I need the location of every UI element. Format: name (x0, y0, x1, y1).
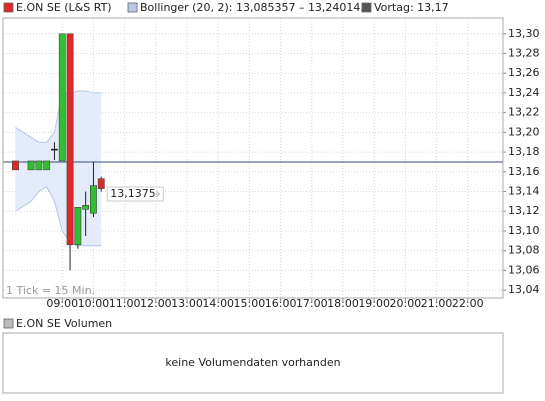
candle-body (51, 148, 58, 151)
y-tick-label: 13,06 (508, 263, 540, 276)
candle-body (66, 33, 74, 246)
volume-message: keine Volumendaten vorhanden (165, 356, 340, 369)
last-price-box (106, 186, 164, 202)
x-tick-label: 22:00 (452, 297, 484, 310)
candle-body (12, 160, 19, 171)
volume-legend: E.ON SE Volumen (16, 317, 112, 330)
x-tick-label: 09:00 (46, 297, 78, 310)
x-tick-label: 13:00 (171, 297, 203, 310)
candle-body (97, 178, 105, 189)
candle-body (58, 33, 66, 162)
legend-entry: Bollinger (20, 2): 13,085357 – 13,240143 (140, 1, 367, 14)
y-tick-label: 13,16 (508, 165, 540, 178)
candle-body (82, 205, 90, 210)
y-tick-label: 13,10 (508, 224, 540, 237)
y-tick-label: 13,08 (508, 244, 540, 257)
x-tick-label: 11:00 (109, 297, 141, 310)
y-tick-label: 13,28 (508, 46, 540, 59)
candle-body (43, 160, 51, 171)
legend-swatch (127, 2, 138, 13)
volume-panel (2, 332, 504, 394)
plot-border (2, 17, 504, 299)
legend-swatch (3, 318, 14, 329)
x-tick-label: 17:00 (296, 297, 328, 310)
candle-body (90, 185, 97, 214)
x-tick-label: 10:00 (78, 297, 110, 310)
y-tick-label: 13,24 (508, 86, 540, 99)
tick-note: 1 Tick = 15 Min. (6, 284, 95, 297)
last-price-arrow (152, 190, 160, 198)
y-tick-label: 13,20 (508, 125, 540, 138)
x-tick-label: 19:00 (358, 297, 390, 310)
y-tick-label: 13,12 (508, 204, 540, 217)
x-tick-label: 21:00 (421, 297, 453, 310)
legend-entry: E.ON SE (L&S RT) (16, 1, 112, 14)
x-tick-label: 14:00 (202, 297, 234, 310)
candle-body (35, 160, 43, 171)
y-tick-label: 13,26 (508, 66, 540, 79)
last-price-label: 13,1375 (110, 187, 155, 200)
x-tick-label: 18:00 (327, 297, 359, 310)
candle-body (27, 160, 35, 171)
x-tick-label: 20:00 (390, 297, 422, 310)
band-line (15, 185, 102, 247)
candle-body (74, 206, 82, 246)
y-tick-label: 13,04 (508, 283, 540, 296)
legend-swatch (361, 2, 372, 13)
x-tick-label: 16:00 (265, 297, 297, 310)
x-tick-label: 15:00 (234, 297, 266, 310)
y-tick-label: 13,18 (508, 145, 540, 158)
y-tick-label: 13,14 (508, 185, 540, 198)
y-tick-label: 13,22 (508, 106, 540, 119)
legend-entry: Vortag: 13,17 (374, 1, 449, 14)
x-tick-label: 12:00 (140, 297, 172, 310)
legend-swatch (3, 2, 14, 13)
y-tick-label: 13,30 (508, 27, 540, 40)
